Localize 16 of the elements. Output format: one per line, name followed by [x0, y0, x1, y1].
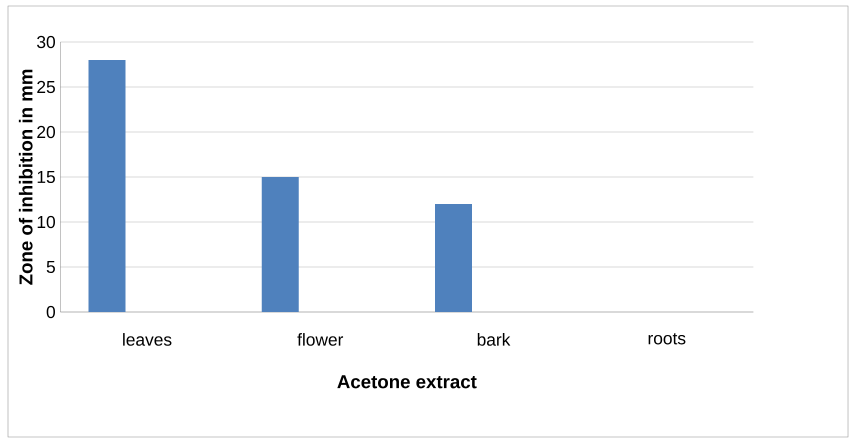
bar — [262, 177, 299, 312]
y-tick-label: 15 — [38, 170, 55, 184]
x-tick-label: bark — [478, 333, 510, 346]
y-axis-title: Zone of inhibition in mm — [18, 70, 33, 285]
y-tick-label: 25 — [37, 80, 55, 94]
x-axis-title: Acetone extract — [337, 375, 477, 388]
bar — [88, 60, 126, 312]
x-tick-label: flower — [297, 333, 344, 346]
y-tick-label: 0 — [46, 306, 55, 318]
x-tick-label: leaves — [123, 333, 172, 346]
x-tick-label: roots — [648, 333, 686, 344]
y-tick-label: 20 — [37, 126, 55, 138]
bar — [435, 204, 472, 312]
y-tick-label: 30 — [37, 36, 55, 48]
y-tick-label: 5 — [46, 260, 55, 274]
y-tick-label: 10 — [38, 216, 55, 228]
